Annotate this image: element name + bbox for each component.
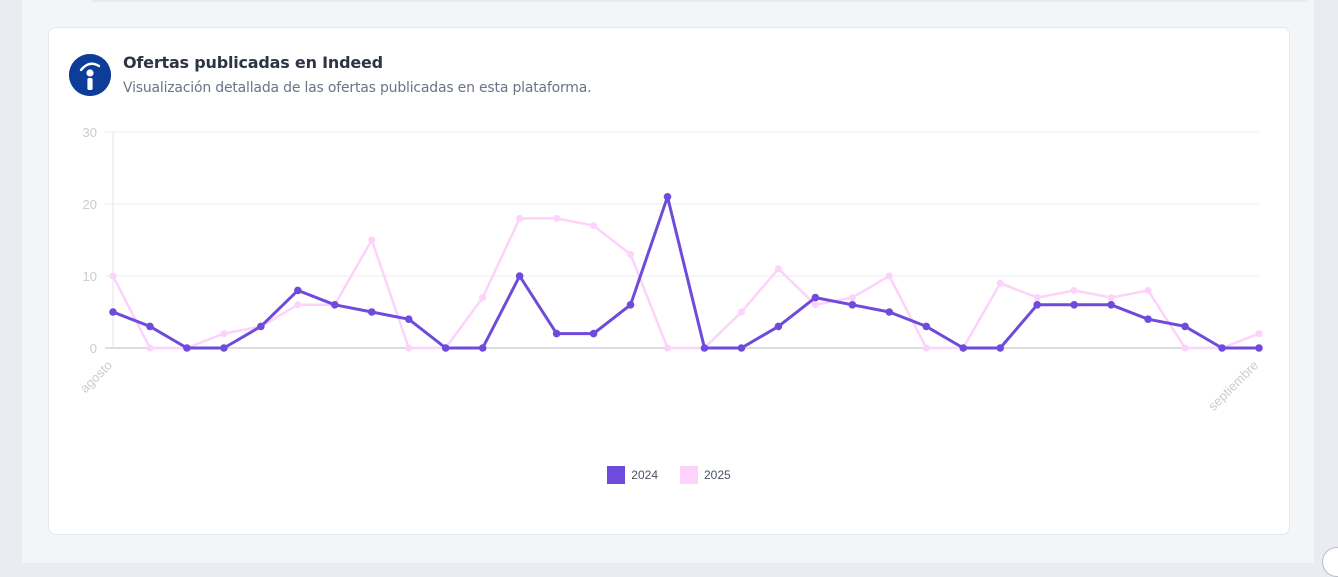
line-chart: 0 10 20 30 agosto septiembre [77, 125, 1263, 414]
data-point[interactable] [996, 344, 1005, 352]
legend-item-2025[interactable]: 2025 [680, 466, 731, 484]
data-point[interactable] [146, 322, 154, 331]
x-tick-label: septiembre [1205, 358, 1261, 414]
data-point[interactable] [1144, 315, 1152, 324]
data-point[interactable] [1255, 344, 1263, 352]
data-point[interactable] [294, 301, 302, 309]
data-point[interactable] [737, 344, 746, 352]
data-point[interactable] [922, 344, 930, 352]
data-point[interactable] [1070, 301, 1078, 309]
legend-item-2024[interactable]: 2024 [607, 466, 658, 484]
data-point[interactable] [331, 301, 339, 309]
data-point[interactable] [1107, 301, 1115, 309]
data-point[interactable] [552, 329, 561, 338]
x-tick-label: agosto [77, 358, 115, 396]
data-point[interactable] [405, 344, 413, 352]
data-point[interactable] [368, 236, 376, 244]
data-point[interactable] [590, 222, 598, 230]
data-point[interactable] [294, 286, 302, 295]
data-point[interactable] [848, 294, 856, 302]
data-point[interactable] [1181, 322, 1189, 331]
data-point[interactable] [626, 301, 635, 309]
data-point[interactable] [959, 344, 968, 352]
y-tick-label: 20 [83, 197, 97, 212]
data-point[interactable] [553, 214, 561, 222]
data-point[interactable] [885, 272, 893, 280]
data-point[interactable] [1107, 294, 1115, 302]
data-point[interactable] [663, 193, 672, 201]
y-tick-label: 10 [83, 269, 97, 284]
data-point[interactable] [1033, 294, 1041, 302]
data-point[interactable] [367, 308, 376, 316]
data-point[interactable] [220, 344, 228, 352]
data-point[interactable] [183, 344, 191, 352]
chart-legend: 2024 2025 [49, 466, 1289, 484]
data-point[interactable] [627, 250, 635, 258]
data-point[interactable] [848, 301, 857, 309]
data-point[interactable] [1218, 344, 1226, 352]
data-point[interactable] [1070, 286, 1078, 294]
data-point[interactable] [1255, 330, 1263, 338]
data-point[interactable] [885, 308, 894, 316]
data-point[interactable] [811, 293, 820, 302]
indeed-logo-icon [69, 54, 111, 96]
data-point[interactable] [774, 322, 783, 331]
data-point[interactable] [774, 265, 782, 273]
data-point[interactable] [257, 322, 265, 331]
data-point[interactable] [811, 301, 819, 309]
data-point[interactable] [478, 344, 487, 352]
data-point[interactable] [516, 214, 524, 222]
legend-swatch [607, 466, 626, 484]
divider [92, 0, 1307, 2]
data-point[interactable] [441, 344, 450, 352]
series-line-2024 [112, 195, 1259, 350]
y-tick-label: 30 [83, 125, 97, 140]
y-tick-label: 0 [90, 341, 97, 356]
data-point[interactable] [404, 315, 413, 324]
series-line-2025 [111, 217, 1260, 350]
legend-label: 2024 [631, 468, 658, 482]
chart-subtitle: Visualización detallada de las ofertas p… [123, 80, 592, 96]
data-point[interactable] [664, 344, 672, 352]
data-point[interactable] [737, 308, 745, 316]
chart-card: Ofertas publicadas en Indeed Visualizaci… [48, 27, 1290, 535]
data-point[interactable] [109, 272, 117, 280]
data-point[interactable] [1181, 344, 1189, 352]
legend-label: 2025 [704, 468, 731, 482]
data-point[interactable] [1144, 286, 1152, 294]
data-point[interactable] [996, 279, 1004, 287]
legend-swatch [680, 466, 698, 484]
data-point[interactable] [1033, 301, 1041, 309]
data-point[interactable] [479, 294, 487, 302]
scroll-button[interactable] [1322, 547, 1338, 577]
data-point[interactable] [146, 344, 154, 352]
data-point[interactable] [109, 308, 117, 316]
data-point[interactable] [515, 272, 524, 280]
data-point[interactable] [220, 330, 228, 338]
chart-title: Ofertas publicadas en Indeed [123, 53, 383, 72]
data-point[interactable] [700, 344, 709, 352]
data-point[interactable] [922, 322, 931, 331]
data-point[interactable] [589, 329, 598, 338]
